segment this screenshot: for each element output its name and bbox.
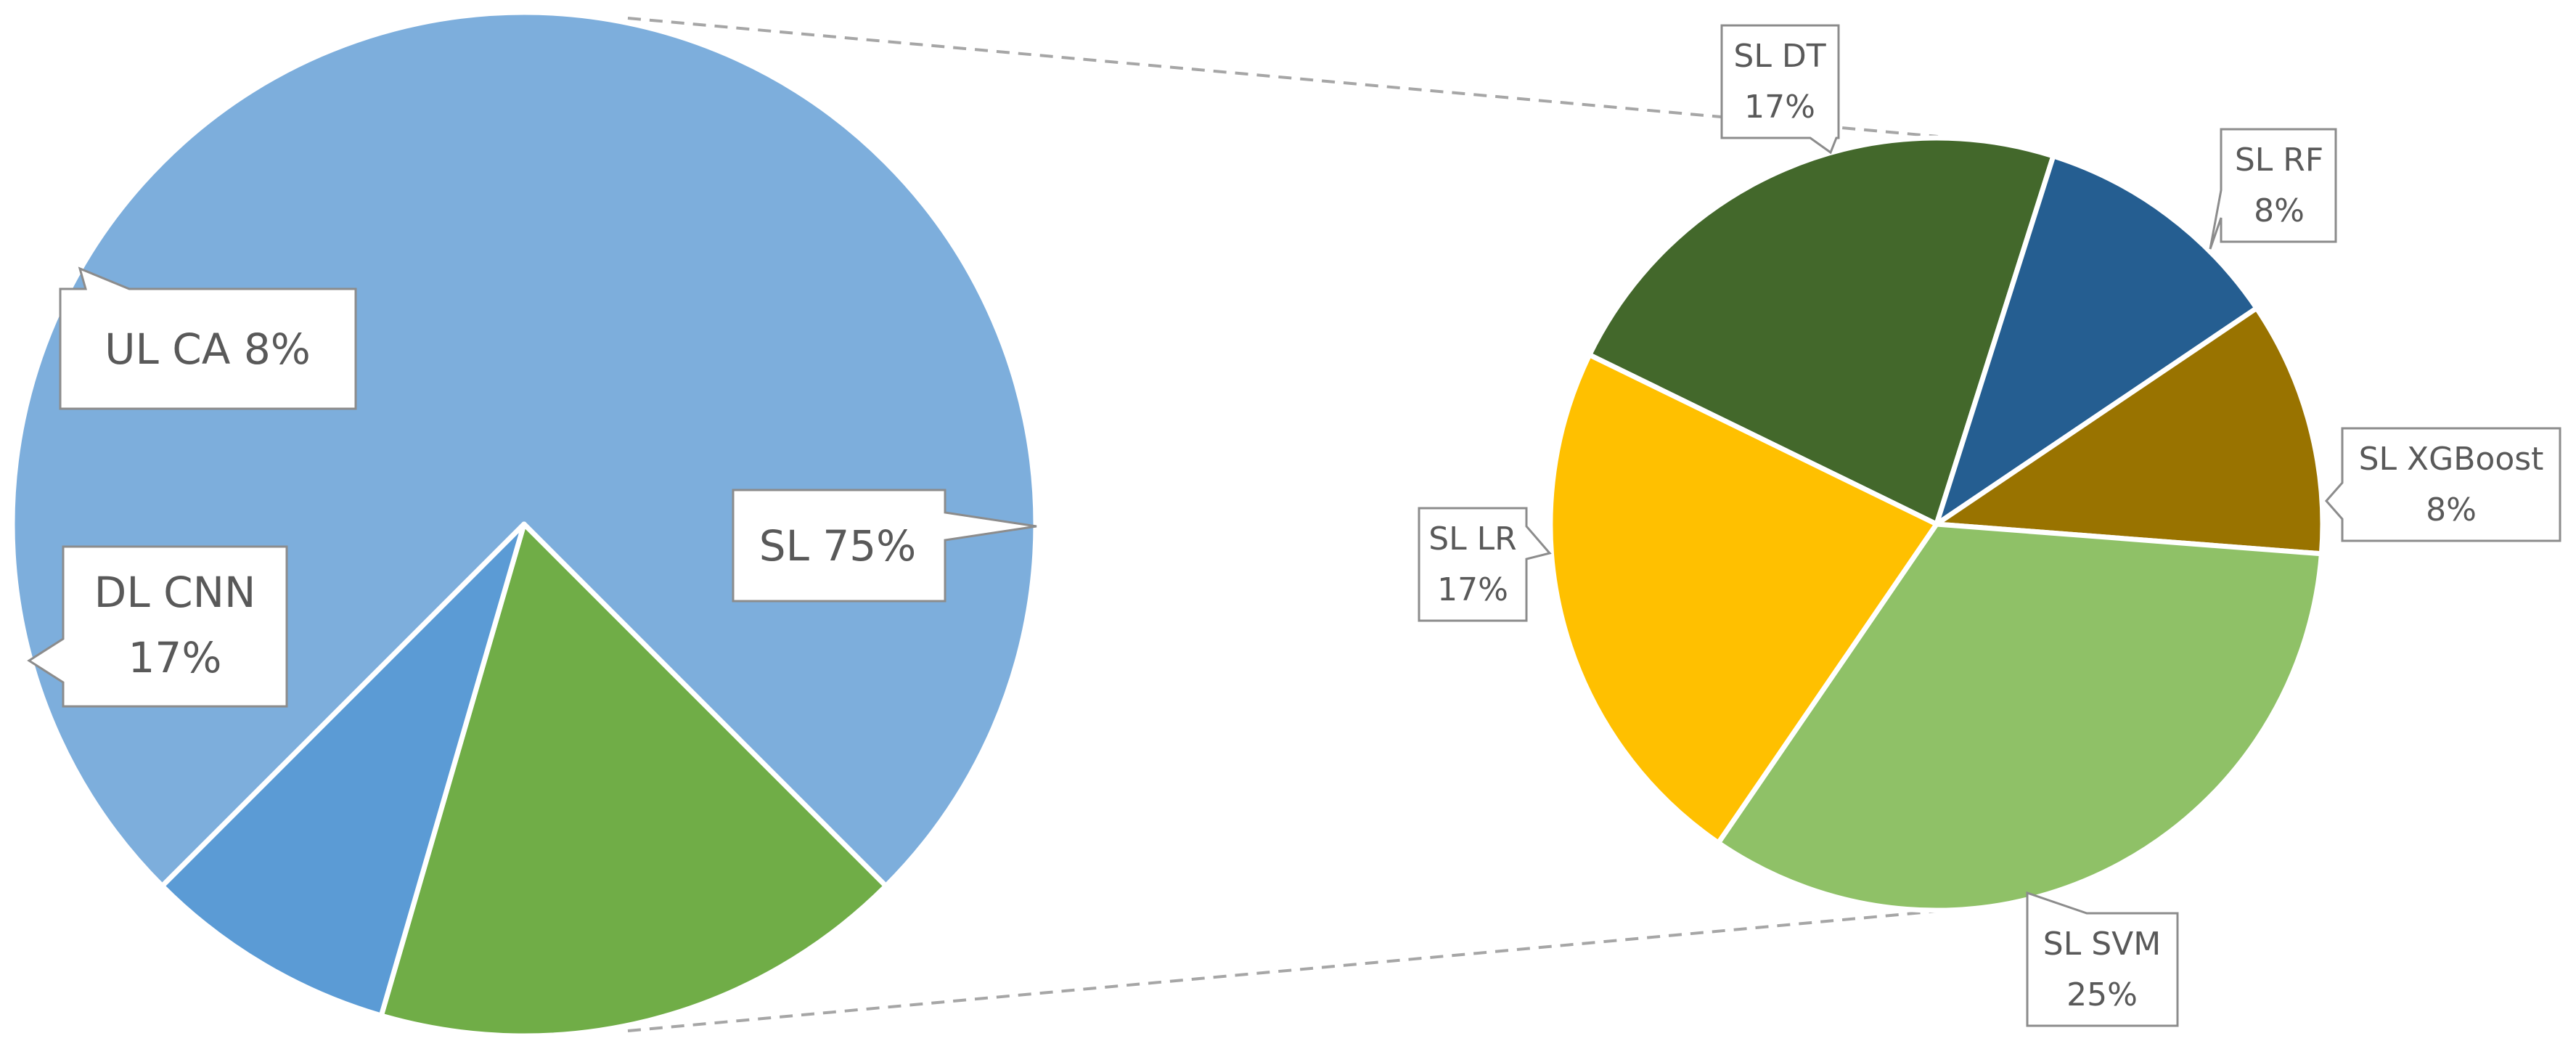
slice-sl-xgboost[interactable]: [1934, 306, 2326, 557]
label-ul-ca-text: UL CA 8%: [105, 325, 311, 374]
label-sl-lr-line2: 17%: [1437, 571, 1508, 608]
label-dl-cnn-line1: DL CNN: [94, 568, 256, 617]
secondary-pie: [1547, 135, 2326, 913]
slice-sl-rf[interactable]: [1934, 153, 2260, 527]
label-sl-dt-line2: 17%: [1744, 89, 1815, 126]
label-sl-text: SL 75%: [759, 521, 916, 571]
label-sl-rf-line2: 8%: [2254, 192, 2305, 229]
data-label-sl-svm: SL SVM 25%: [2026, 891, 2179, 1027]
label-sl-xgboost-line2: 8%: [2426, 491, 2477, 528]
data-label-sl-dt: SL DT 17%: [1720, 24, 1840, 155]
slice-sl-lr[interactable]: [1547, 352, 1939, 846]
data-label-sl-rf: SL RF 8%: [2209, 128, 2337, 250]
label-sl-xgboost-line1: SL XGBoost: [2359, 441, 2544, 478]
label-dl-cnn-line2: 17%: [128, 633, 222, 682]
label-sl-svm-line2: 25%: [2066, 976, 2138, 1013]
label-sl-svm-line1: SL SVM: [2043, 926, 2161, 963]
slice-sl-svm[interactable]: [1715, 521, 2324, 913]
label-sl-lr-line1: SL LR: [1428, 521, 1517, 558]
slice-dl-cnn[interactable]: [378, 521, 888, 1039]
data-label-dl-cnn: DL CNN 17%: [27, 545, 288, 708]
data-label-ul-ca: UL CA 8%: [59, 266, 357, 410]
data-label-sl: SL 75%: [732, 489, 1037, 603]
label-sl-rf-line1: SL RF: [2235, 142, 2323, 179]
connector-line-top: [627, 17, 1939, 138]
slice-ul-ca[interactable]: [160, 521, 527, 1019]
data-label-sl-lr: SL LR 17%: [1418, 507, 1552, 622]
label-sl-dt-line1: SL DT: [1733, 38, 1825, 75]
connector-line-bottom: [627, 910, 1939, 1032]
data-label-sl-xgboost: SL XGBoost 8%: [2325, 427, 2561, 542]
slice-sl-dt[interactable]: [1587, 135, 2056, 527]
